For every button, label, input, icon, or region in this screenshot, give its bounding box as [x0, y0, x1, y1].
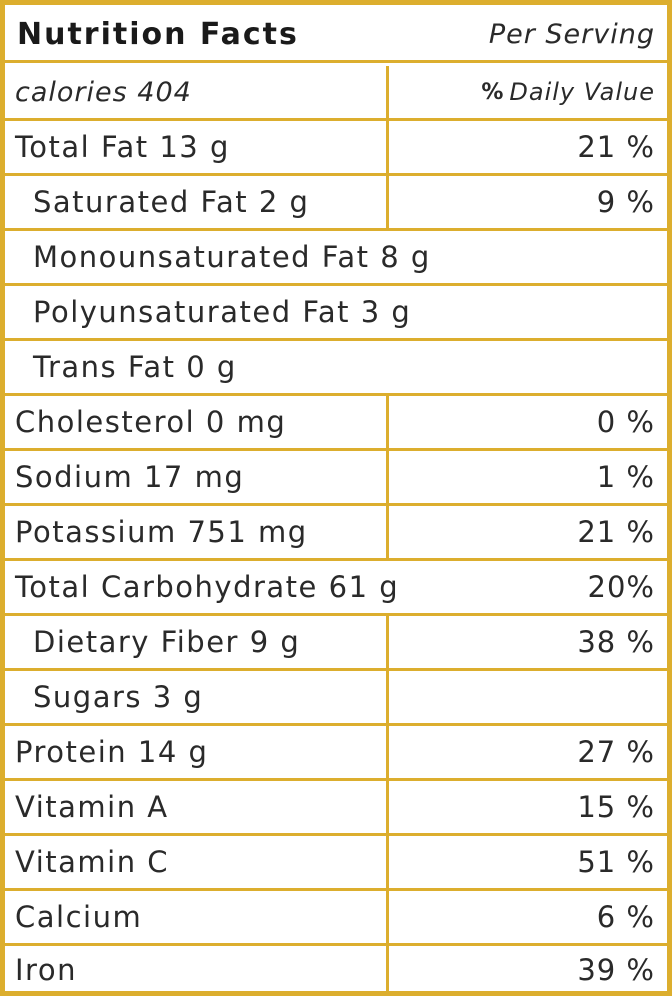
nutrient-name: Iron	[5, 946, 389, 994]
nutrient-row: Potassium 751 mg 21 %	[5, 506, 667, 561]
nutrient-name: Sugars 3 g	[5, 671, 389, 723]
nutrient-daily-value: 39 %	[577, 953, 655, 987]
nutrient-daily-value: 0 %	[596, 405, 655, 439]
nutrient-name: Total Fat 13 g	[5, 121, 389, 173]
nutrient-row: Protein 14 g 27 %	[5, 726, 667, 781]
nutrient-name: Sodium 17 mg	[5, 451, 389, 503]
nutrient-row: Monounsaturated Fat 8 g	[5, 231, 667, 286]
daily-value-heading: % Daily Value	[389, 66, 667, 118]
nutrient-name: Monounsaturated Fat 8 g	[33, 240, 431, 274]
nutrient-daily-value: 38 %	[577, 625, 655, 659]
serving-label: Per Serving	[488, 18, 655, 50]
nutrient-daily-value: 15 %	[577, 790, 655, 824]
nutrient-row: Dietary Fiber 9 g 38 %	[5, 616, 667, 671]
nutrient-name: Potassium 751 mg	[5, 506, 389, 558]
label-title: Nutrition Facts	[17, 16, 299, 52]
nutrient-name: Polyunsaturated Fat 3 g	[33, 295, 412, 329]
nutrient-name: Saturated Fat 2 g	[5, 176, 389, 228]
nutrient-daily-value: 20%	[587, 570, 655, 604]
calories-row: calories 404 % Daily Value	[5, 66, 667, 121]
nutrient-daily-value	[389, 671, 667, 723]
nutrient-row: Cholesterol 0 mg 0 %	[5, 396, 667, 451]
nutrient-name: Trans Fat 0 g	[33, 350, 237, 384]
nutrient-daily-value: 21 %	[577, 515, 655, 549]
nutrient-name: Vitamin A	[5, 781, 389, 833]
nutrient-row: Calcium 6 %	[5, 891, 667, 946]
nutrient-row: Saturated Fat 2 g 9 %	[5, 176, 667, 231]
nutrient-daily-value: 9 %	[596, 185, 655, 219]
nutrient-row: Sugars 3 g	[5, 671, 667, 726]
nutrient-name: Cholesterol 0 mg	[5, 396, 389, 448]
nutrient-name: Dietary Fiber 9 g	[5, 616, 389, 668]
nutrient-name: Total Carbohydrate 61 g	[15, 570, 400, 604]
nutrient-row: Vitamin A 15 %	[5, 781, 667, 836]
nutrient-name: Protein 14 g	[5, 726, 389, 778]
nutrient-name: Calcium	[5, 891, 389, 943]
nutrient-daily-value: 27 %	[577, 735, 655, 769]
daily-value-label: Daily Value	[509, 78, 655, 106]
nutrient-row: Sodium 17 mg 1 %	[5, 451, 667, 506]
nutrient-row: Polyunsaturated Fat 3 g	[5, 286, 667, 341]
nutrient-daily-value: 21 %	[577, 130, 655, 164]
nutrient-row: Iron 39 %	[5, 946, 667, 994]
nutrient-row: Vitamin C 51 %	[5, 836, 667, 891]
nutrient-daily-value: 51 %	[577, 845, 655, 879]
nutrient-row: Total Carbohydrate 61 g 20%	[5, 561, 667, 616]
header-row: Nutrition Facts Per Serving	[5, 8, 667, 63]
calories-text: calories 404	[5, 66, 389, 118]
nutrient-row: Trans Fat 0 g	[5, 341, 667, 396]
percent-symbol: %	[481, 79, 504, 105]
nutrient-daily-value: 1 %	[596, 460, 655, 494]
nutrient-name: Vitamin C	[5, 836, 389, 888]
nutrient-row: Total Fat 13 g 21 %	[5, 121, 667, 176]
nutrient-daily-value: 6 %	[596, 900, 655, 934]
